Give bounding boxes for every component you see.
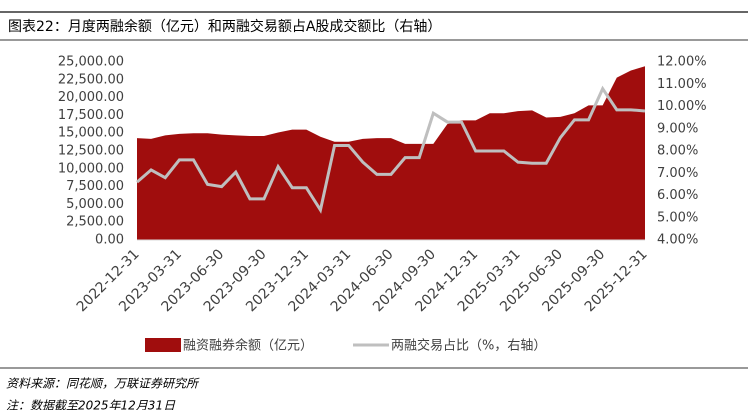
- note: 注：数据截至2025年12月31日: [6, 399, 176, 410]
- y2-tick-label: 8.00%: [657, 144, 698, 159]
- y2-tick-label: 12.00%: [657, 55, 707, 70]
- chart-title: 图表22：月度两融余额（亿元）和两融交易额占A股成交额比（右轴）: [8, 18, 441, 35]
- y2-tick-label: 7.00%: [657, 166, 698, 181]
- y-tick-label: 0.00: [95, 233, 124, 248]
- legend-label: 两融交易占比（%，右轴）: [391, 338, 546, 354]
- y-tick-label: 15,000.00: [58, 126, 124, 141]
- legend-label: 融资融券余额（亿元）: [183, 338, 313, 354]
- y2-tick-label: 4.00%: [657, 233, 698, 248]
- y2-tick-label: 5.00%: [657, 210, 698, 225]
- y-tick-label: 10,000.00: [58, 161, 124, 176]
- area: [137, 66, 645, 240]
- y-tick-label: 22,500.00: [58, 72, 124, 87]
- y2-tick-label: 10.00%: [657, 99, 707, 114]
- y2-tick-label: 9.00%: [657, 121, 698, 136]
- source: 资料来源：同花顺，万联证券研究所: [6, 377, 200, 391]
- y-tick-label: 2,500.00: [66, 215, 124, 230]
- y2-tick-label: 6.00%: [657, 188, 698, 203]
- line: [136, 85, 646, 214]
- y-tick-label: 17,500.00: [58, 108, 124, 123]
- y-tick-label: 7,500.00: [66, 179, 124, 194]
- y-tick-label: 5,000.00: [66, 197, 124, 212]
- y-tick-label: 25,000.00: [58, 55, 124, 70]
- y2-tick-label: 11.00%: [657, 77, 707, 92]
- y-tick-label: 12,500.00: [58, 144, 124, 159]
- y-tick-label: 20,000.00: [58, 90, 124, 105]
- legend-swatch: [145, 338, 181, 352]
